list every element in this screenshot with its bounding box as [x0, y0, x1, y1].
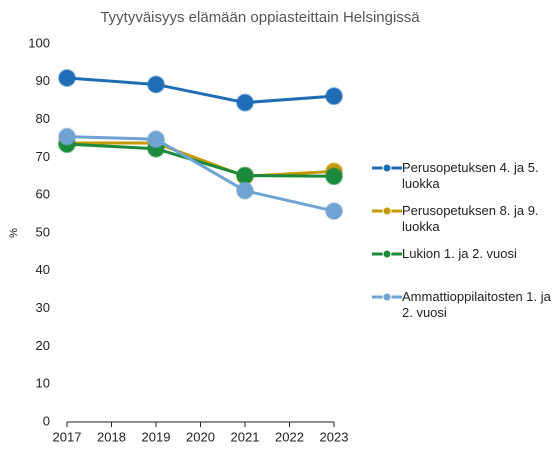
- data-point: [236, 166, 254, 185]
- legend-marker: [382, 206, 392, 216]
- y-tick-label: 100: [28, 35, 50, 50]
- data-point: [325, 87, 343, 106]
- legend-swatch: [372, 206, 402, 216]
- y-tick-label: 80: [36, 111, 50, 126]
- x-tick-label: 2018: [97, 429, 126, 444]
- y-tick-label: 90: [36, 73, 50, 88]
- data-point: [236, 181, 254, 200]
- chart-title: Tyytyväisyys elämään oppiasteittain Hels…: [100, 9, 420, 26]
- legend-marker: [382, 292, 392, 302]
- series-line: [66, 142, 335, 178]
- data-point: [236, 93, 254, 112]
- legend-swatch: [372, 163, 402, 173]
- data-point: [325, 167, 343, 186]
- data-point: [147, 130, 165, 149]
- data-point: [325, 202, 343, 221]
- y-tick-label: 70: [36, 149, 50, 164]
- data-point: [58, 69, 76, 88]
- x-tick-label: 2022: [275, 429, 304, 444]
- series-line: [66, 76, 335, 105]
- legend-swatch: [372, 249, 402, 259]
- y-tick-label: 40: [36, 262, 50, 277]
- legend: Perusopetuksen 4. ja 5. luokka Perusopetu…: [372, 160, 552, 332]
- x-tick-label: 2020: [186, 429, 215, 444]
- x-tick-label: 2021: [231, 429, 260, 444]
- y-tick-label: 10: [36, 376, 50, 391]
- data-point: [147, 75, 165, 94]
- y-axis-label: %: [8, 228, 20, 238]
- legend-marker: [382, 163, 392, 173]
- legend-swatch: [372, 292, 402, 302]
- legend-label: Perusopetuksen 4. ja 5. luokka: [402, 160, 539, 191]
- legend-label: Ammattioppilaitosten 1. ja 2. vuosi: [402, 289, 551, 320]
- y-tick-label: 50: [36, 224, 50, 239]
- legend-label: Perusopetuksen 8. ja 9. luokka: [402, 203, 539, 234]
- legend-item: Perusopetuksen 8. ja 9. luokka: [372, 203, 552, 246]
- y-tick-label: 20: [36, 338, 50, 353]
- x-tick-label: 2023: [320, 429, 349, 444]
- y-tick-label: 0: [43, 413, 50, 428]
- legend-label: Lukion 1. ja 2. vuosi: [402, 246, 517, 261]
- legend-item: Lukion 1. ja 2. vuosi: [372, 246, 552, 289]
- series-line: [66, 135, 335, 213]
- data-point: [58, 127, 76, 146]
- legend-item: Ammattioppilaitosten 1. ja 2. vuosi: [372, 289, 552, 332]
- y-tick-label: 60: [36, 187, 50, 202]
- x-tick-label: 2019: [142, 429, 171, 444]
- legend-item: Perusopetuksen 4. ja 5. luokka: [372, 160, 552, 203]
- legend-marker: [382, 249, 392, 259]
- y-tick-label: 30: [36, 300, 50, 315]
- x-tick-label: 2017: [53, 429, 82, 444]
- series-line: [67, 141, 335, 178]
